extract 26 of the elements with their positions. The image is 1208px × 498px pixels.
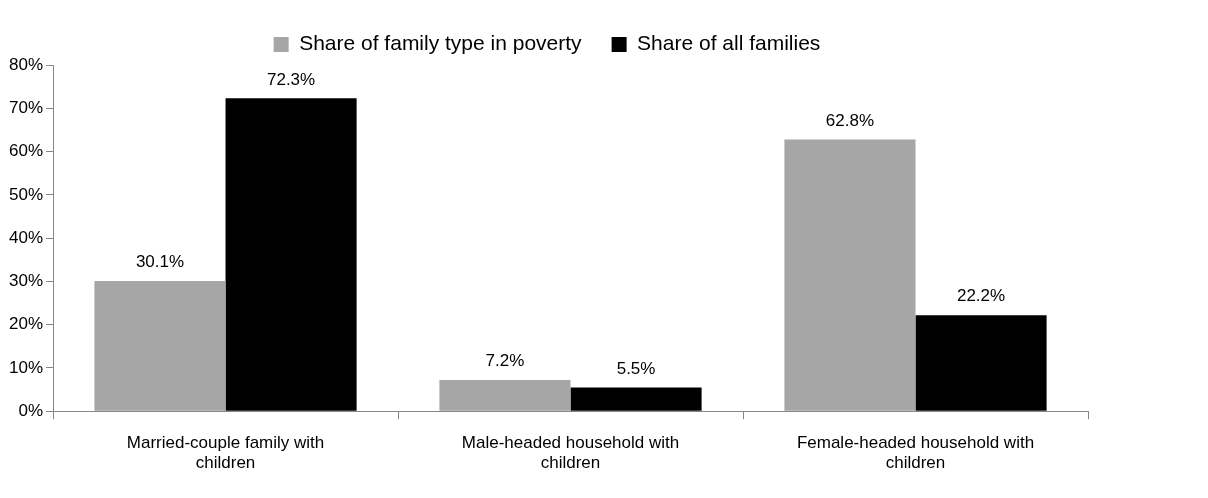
y-tick-label: 60% <box>8 141 44 161</box>
y-tick-label: 20% <box>8 314 44 334</box>
y-tick-label: 80% <box>8 54 44 74</box>
data-label: 62.8% <box>825 110 875 130</box>
bar <box>784 139 916 411</box>
y-tick-label: 30% <box>8 271 44 291</box>
x-tick-label: Married-couple family with children <box>126 433 325 473</box>
bar <box>94 280 226 411</box>
bar <box>225 98 357 411</box>
y-tick-label: 70% <box>8 97 44 117</box>
y-tick-label: 10% <box>8 357 44 377</box>
data-label: 72.3% <box>266 69 316 89</box>
bar <box>439 380 571 411</box>
data-label: 30.1% <box>135 252 185 272</box>
x-tick-label: Female-headed household with children <box>796 433 1035 473</box>
bar <box>570 387 702 411</box>
legend-label: Share of family type in poverty <box>299 31 583 55</box>
y-tick-label: 50% <box>8 184 44 204</box>
data-label: 22.2% <box>956 286 1006 306</box>
data-label: 7.2% <box>485 351 525 371</box>
data-label: 5.5% <box>616 358 656 378</box>
y-tick-label: 0% <box>18 400 44 420</box>
y-tick-label: 40% <box>8 227 44 247</box>
legend-label: Share of all families <box>637 31 821 55</box>
x-tick-label: Male-headed household with children <box>461 433 680 473</box>
bar <box>915 315 1047 411</box>
